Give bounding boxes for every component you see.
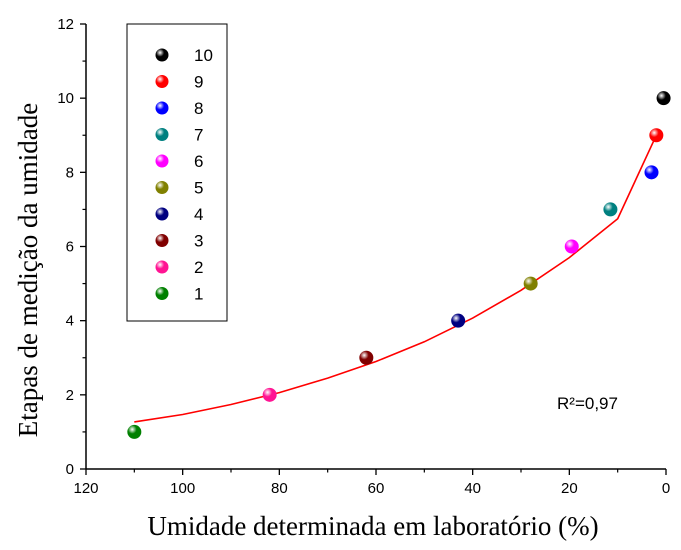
y-axis-label: Etapas de medição da umidade [13, 103, 43, 437]
legend-label-6: 6 [194, 152, 203, 171]
legend-label-8: 8 [194, 99, 203, 118]
x-tick-label: 80 [271, 480, 288, 497]
legend-box [126, 23, 228, 322]
legend-marker-3 [155, 234, 169, 247]
x-tick-label: 60 [368, 480, 385, 497]
legend-label-1: 1 [194, 285, 203, 304]
data-point-3 [359, 350, 374, 365]
legend-marker-1 [155, 287, 169, 300]
legend-label-4: 4 [194, 205, 203, 224]
data-point-9 [649, 128, 664, 143]
legend-marker-6 [155, 154, 169, 168]
legend-marker-10 [155, 48, 169, 62]
fit-curve [134, 134, 658, 423]
legend-marker-7 [155, 128, 169, 141]
plot-area: 120 100 80 60 40 20 0 0 2 4 6 8 10 12 10 9 8 7 6 5 4 3 2 1 R²=0,… [57, 16, 671, 497]
x-axis-label: Umidade determinada em laboratório (%) [147, 511, 598, 541]
data-point-8 [644, 165, 659, 180]
legend-label-10: 10 [194, 46, 213, 65]
x-tick-label: 40 [464, 480, 481, 497]
legend-marker-8 [155, 101, 169, 115]
data-point-2 [262, 387, 277, 402]
legend-label-5: 5 [194, 179, 203, 198]
data-point-6 [564, 239, 579, 254]
data-point-1 [127, 424, 142, 439]
y-tick-label: 10 [57, 90, 74, 107]
legend-label-3: 3 [194, 232, 203, 251]
data-point-10 [656, 91, 671, 106]
r-squared-annotation: R²=0,97 [557, 394, 618, 413]
legend-marker-5 [155, 181, 169, 194]
legend-marker-9 [155, 75, 169, 88]
y-tick-label: 0 [66, 461, 74, 478]
x-tick-label: 20 [561, 480, 578, 497]
y-tick-label: 12 [57, 16, 74, 33]
y-tick-label: 6 [66, 239, 74, 256]
legend-label-7: 7 [194, 126, 203, 145]
x-tick-label: 100 [170, 480, 195, 497]
y-tick-label: 8 [66, 164, 74, 181]
y-tick-label: 4 [66, 313, 74, 330]
data-point-4 [451, 313, 466, 328]
legend-marker-4 [155, 207, 169, 221]
data-point-5 [523, 276, 538, 291]
legend-label-2: 2 [194, 258, 203, 277]
data-point-7 [603, 202, 618, 217]
legend-label-9: 9 [194, 73, 203, 92]
legend-marker-2 [155, 260, 169, 274]
y-tick-label: 2 [66, 387, 74, 404]
x-tick-label: 0 [662, 480, 670, 497]
x-tick-label: 120 [73, 480, 98, 497]
